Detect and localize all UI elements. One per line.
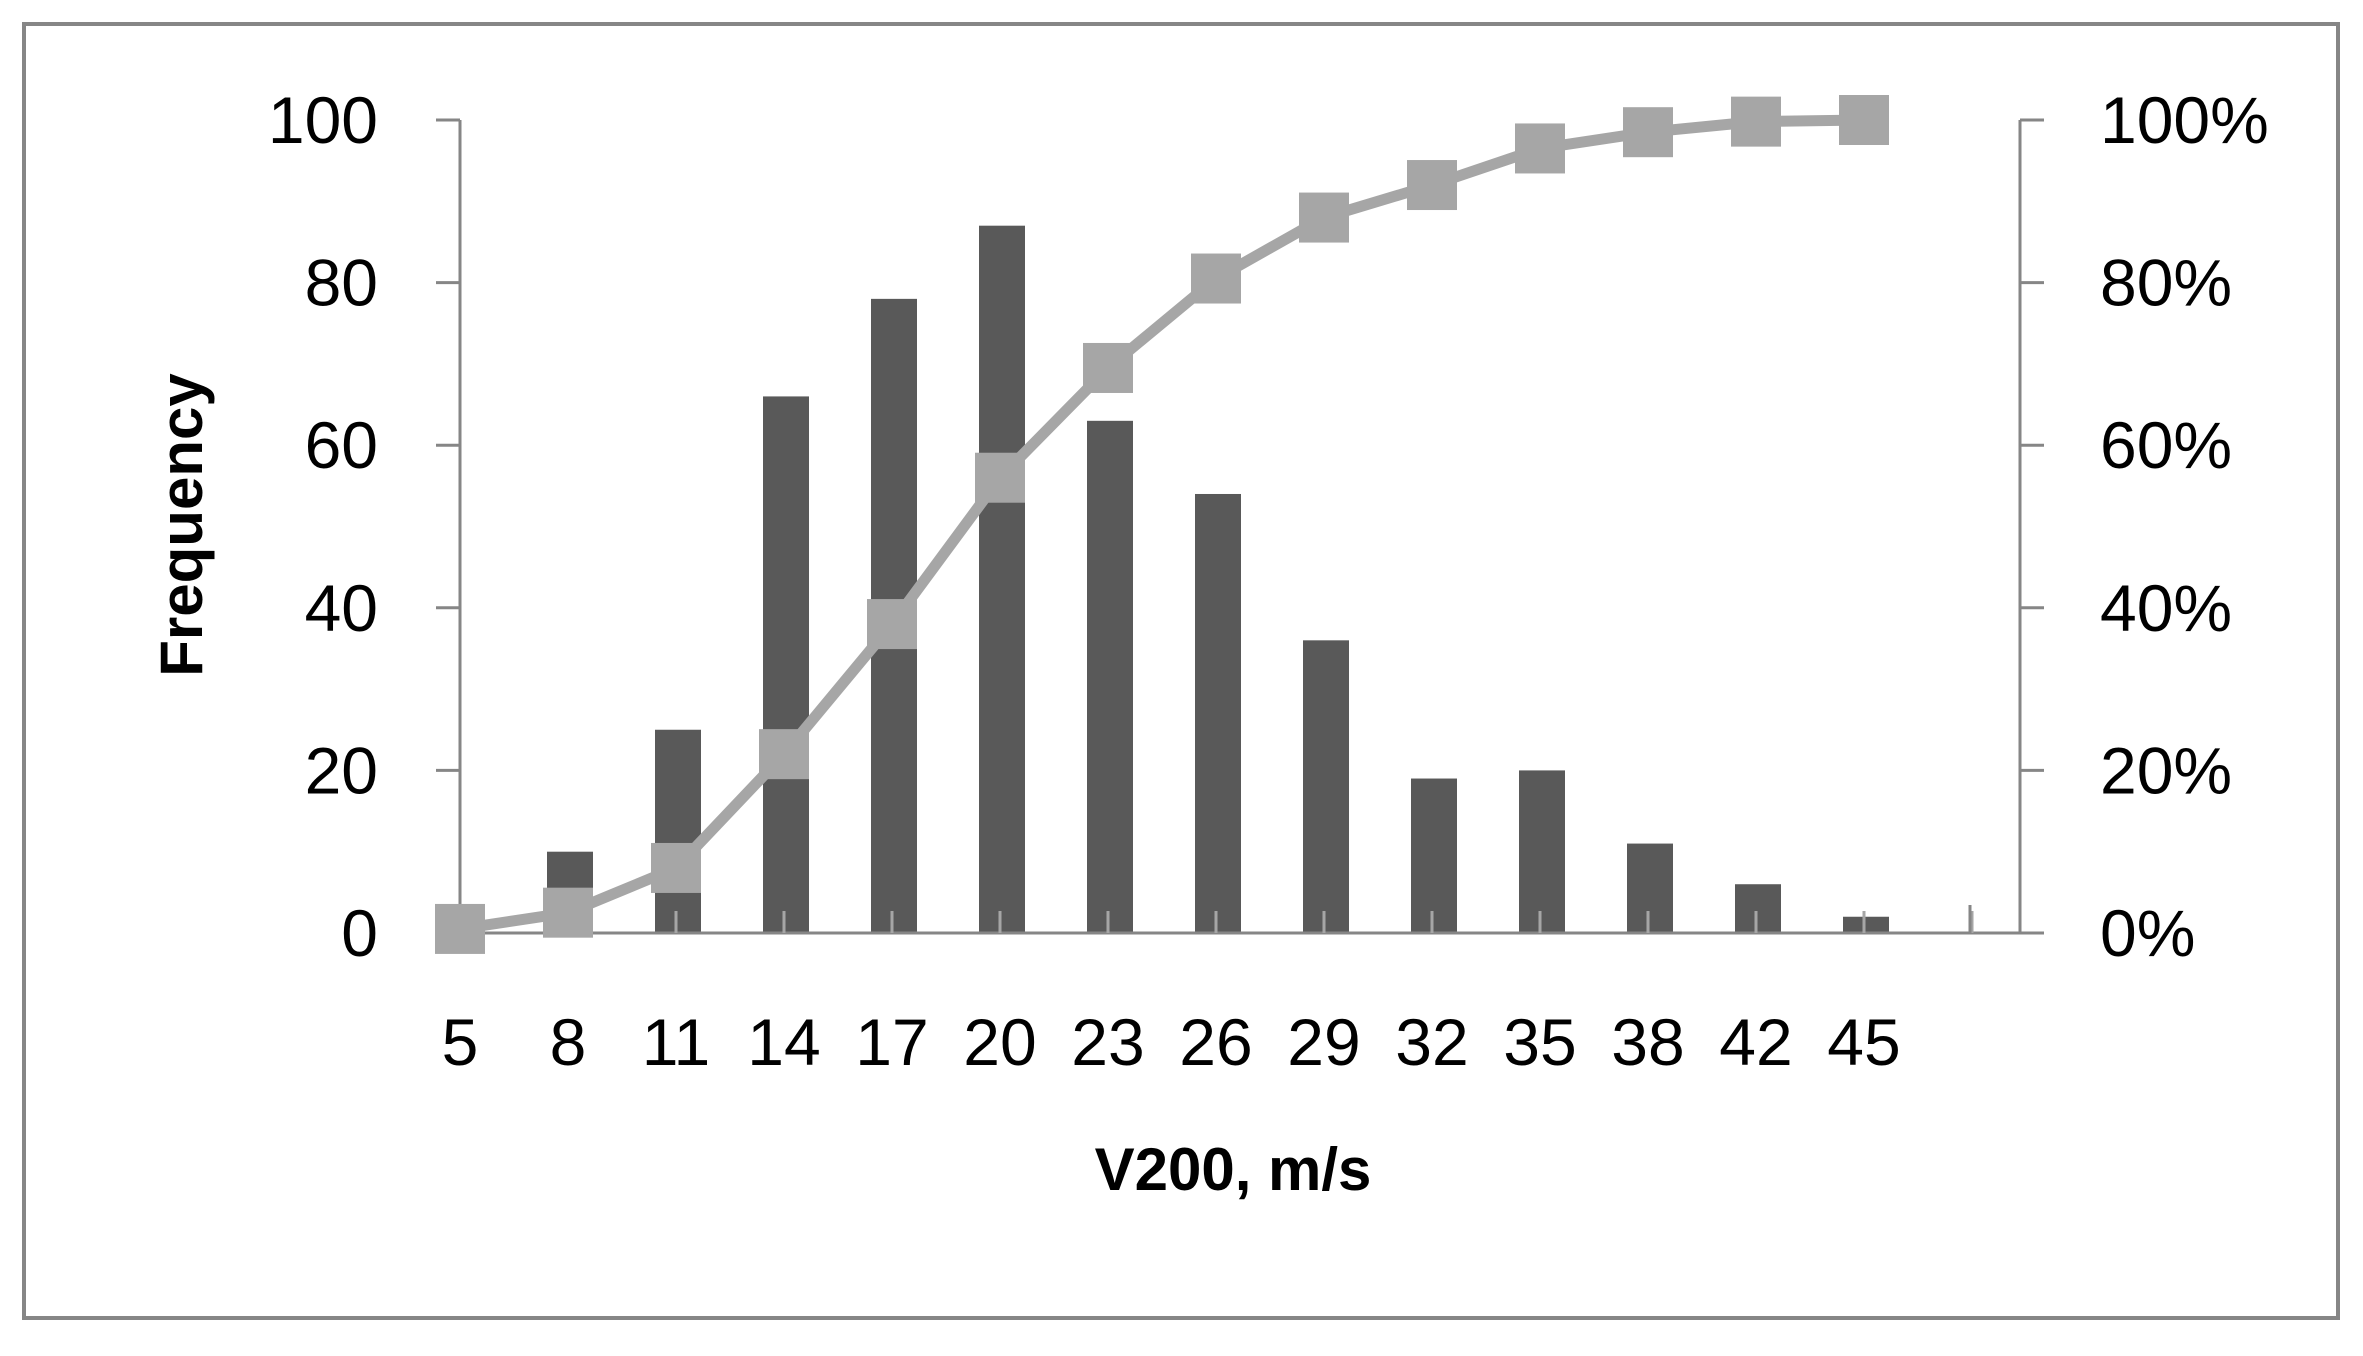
x-axis-title: V200, m/s bbox=[1095, 1136, 1372, 1203]
y2-tick-label: 0% bbox=[2100, 896, 2195, 970]
x-tick-label: 42 bbox=[1719, 1005, 1792, 1079]
bar-38 bbox=[1627, 843, 1673, 933]
y2-tick-label: 40% bbox=[2100, 571, 2232, 645]
axes bbox=[436, 118, 2044, 935]
cumulative-marker-23 bbox=[1083, 342, 1133, 393]
y-tick-label: 40 bbox=[305, 571, 378, 645]
y-tick-label: 60 bbox=[305, 408, 378, 482]
x-tick-label: 20 bbox=[963, 1005, 1036, 1079]
y2-tick-label: 60% bbox=[2100, 408, 2232, 482]
x-tick-label: 11 bbox=[642, 1005, 711, 1079]
y-tick-label: 0 bbox=[341, 896, 378, 970]
x-tick-label: 5 bbox=[442, 1005, 479, 1079]
cumulative-marker-11 bbox=[651, 842, 701, 893]
bar-23 bbox=[1087, 420, 1133, 933]
y-tick-label: 20 bbox=[305, 733, 378, 807]
x-tick-label: 8 bbox=[550, 1005, 587, 1079]
x-tick-label: 23 bbox=[1071, 1005, 1144, 1079]
cumulative-line-series bbox=[435, 95, 1889, 954]
cumulative-marker-35 bbox=[1515, 123, 1565, 174]
y2-tick-label: 80% bbox=[2100, 246, 2232, 320]
x-tick-label: 45 bbox=[1827, 1005, 1900, 1079]
x-tick-label: 17 bbox=[855, 1005, 928, 1079]
bar-32 bbox=[1411, 778, 1457, 933]
cumulative-marker-14 bbox=[759, 729, 809, 780]
tick-labels: 0 20 40 60 80 100 0% 20% 40% 60% 80% 100% 5 8 11 14 17 20… bbox=[268, 83, 2269, 1079]
y-axis-title: Frequency bbox=[148, 373, 215, 677]
x-tick-label: 14 bbox=[747, 1005, 820, 1079]
bar-35 bbox=[1519, 770, 1565, 933]
chart-frame bbox=[22, 22, 2340, 1320]
cumulative-marker-26 bbox=[1191, 253, 1241, 304]
bar-11 bbox=[655, 729, 701, 933]
bar-20 bbox=[979, 225, 1025, 933]
cumulative-marker-29 bbox=[1299, 192, 1349, 243]
cumulative-marker-42 bbox=[1731, 96, 1781, 147]
y2-tick-label: 20% bbox=[2100, 733, 2232, 807]
cumulative-marker-32 bbox=[1407, 160, 1457, 211]
y-tick-label: 80 bbox=[305, 246, 378, 320]
bar-14 bbox=[763, 396, 809, 933]
cumulative-marker-20 bbox=[975, 452, 1025, 503]
cumulative-marker-38 bbox=[1623, 107, 1673, 158]
cumulative-marker-17 bbox=[867, 599, 917, 650]
cumulative-marker-45 bbox=[1839, 95, 1889, 145]
bar-29 bbox=[1303, 640, 1349, 933]
y2-tick-label: 100% bbox=[2100, 83, 2269, 157]
x-tick-label: 29 bbox=[1287, 1005, 1360, 1079]
bar-series bbox=[547, 225, 1889, 933]
bar-42 bbox=[1735, 884, 1781, 933]
y-tick-label: 100 bbox=[268, 83, 378, 157]
x-tick-label: 35 bbox=[1503, 1005, 1576, 1079]
bar-45 bbox=[1843, 916, 1889, 933]
x-tick-label: 38 bbox=[1611, 1005, 1684, 1079]
cumulative-marker-8 bbox=[543, 887, 593, 938]
cumulative-marker-5 bbox=[435, 903, 485, 954]
x-tick-label: 26 bbox=[1179, 1005, 1252, 1079]
bar-26 bbox=[1195, 493, 1241, 933]
x-tick-label: 32 bbox=[1395, 1005, 1468, 1079]
